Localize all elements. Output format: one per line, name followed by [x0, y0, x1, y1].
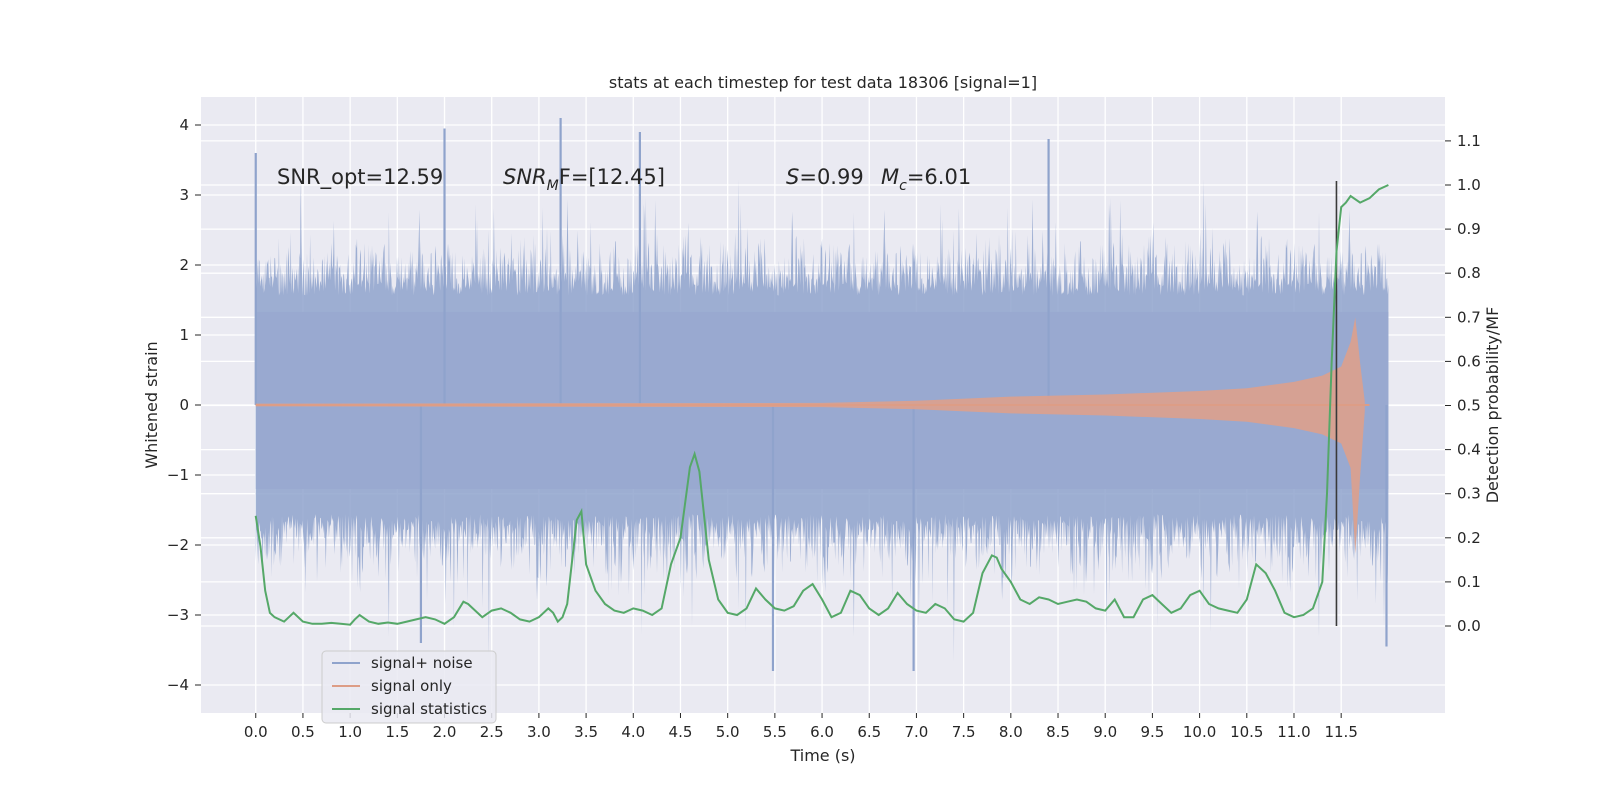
legend: signal+ noise signal only signal statist…: [321, 650, 497, 724]
y-tick-label: 3: [179, 186, 189, 204]
y-tick-label: −3: [167, 606, 189, 624]
y-tick-label: −2: [167, 536, 189, 554]
y-tick-label: −4: [167, 676, 189, 694]
x-tick-label: 1.0: [338, 723, 362, 741]
x-tick-label: 4.5: [669, 723, 693, 741]
annotation-snr-mf-value: F=[12.45]: [559, 165, 665, 189]
annotation-snr-mf: SNRMF=[12.45]: [503, 165, 665, 194]
y-axis-ticks: −4 −3 −2 −1 0 1 2 3 4: [167, 116, 201, 694]
x-tick-label: 0.0: [244, 723, 268, 741]
annotation-snr-mf-subscript: M: [547, 178, 559, 194]
y2-tick-label: 0.5: [1457, 397, 1481, 415]
y2-tick-label: 0.4: [1457, 441, 1481, 459]
annotation-mc-symbol: M: [881, 165, 899, 189]
x-tick-label: 9.0: [1093, 723, 1117, 741]
y2-axis-label: Detection probability/MF: [1483, 307, 1502, 504]
annotation-s: S=0.99: [786, 165, 864, 189]
x-tick-label: 3.0: [527, 723, 551, 741]
y-tick-label: 1: [179, 326, 189, 344]
annotation-mc: Mc=6.01: [881, 165, 971, 194]
y2-tick-label: 0.1: [1457, 573, 1481, 591]
series-signal-only: [255, 317, 1370, 554]
legend-label-signal-noise: signal+ noise: [371, 654, 473, 672]
annotation-s-symbol: S: [786, 165, 799, 189]
legend-label-signal-statistics: signal statistics: [371, 700, 487, 718]
x-tick-label: 7.0: [905, 723, 929, 741]
x-tick-label: 5.5: [763, 723, 787, 741]
y2-tick-label: 0.9: [1457, 220, 1481, 238]
annotation-s-value: =0.99: [799, 165, 863, 189]
x-tick-label: 11.0: [1277, 723, 1310, 741]
x-tick-label: 10.5: [1230, 723, 1263, 741]
x-tick-label: 3.5: [574, 723, 598, 741]
y2-tick-label: 0.0: [1457, 617, 1481, 635]
y2-tick-label: 0.2: [1457, 529, 1481, 547]
x-tick-label: 2.5: [480, 723, 504, 741]
y2-tick-label: 0.3: [1457, 485, 1481, 503]
y2-tick-label: 1.1: [1457, 132, 1481, 150]
legend-box: [321, 650, 497, 724]
annotation-mc-subscript: c: [899, 178, 907, 194]
y-axis-label: Whitened strain: [142, 341, 161, 468]
x-tick-label: 8.0: [999, 723, 1023, 741]
y-tick-label: 2: [179, 256, 189, 274]
y2-tick-label: 0.8: [1457, 264, 1481, 282]
x-tick-label: 10.0: [1183, 723, 1216, 741]
x-axis-label: Time (s): [789, 746, 855, 765]
chart-title: stats at each timestep for test data 183…: [609, 73, 1037, 92]
annotation-snr-opt: SNR_opt=12.59: [277, 165, 443, 190]
series-signal-statistics: [254, 184, 1389, 626]
x-tick-label: 0.5: [291, 723, 315, 741]
x-tick-label: 1.5: [385, 723, 409, 741]
x-tick-label: 7.5: [952, 723, 976, 741]
x-axis-ticks: 0.0 0.5 1.0 1.5 2.0 2.5 3.0 3.5 4.0 4.5 5.0 5.5 6.0 6…: [244, 713, 1358, 741]
y2-tick-label: 0.7: [1457, 308, 1481, 326]
x-tick-label: 8.5: [1046, 723, 1070, 741]
legend-label-signal-only: signal only: [371, 677, 452, 695]
y-tick-label: −1: [167, 466, 189, 484]
annotation-mc-value: =6.01: [907, 165, 971, 189]
x-tick-label: 5.0: [716, 723, 740, 741]
x-tick-label: 6.5: [857, 723, 881, 741]
y2-axis-ticks: 0.0 0.1 0.2 0.3 0.4 0.5 0.6 0.7 0.8 0.9 1.0 1.1: [1445, 132, 1481, 635]
y2-tick-label: 1.0: [1457, 176, 1481, 194]
x-tick-label: 6.0: [810, 723, 834, 741]
x-tick-label: 9.5: [1140, 723, 1164, 741]
y-tick-label: 0: [179, 396, 189, 414]
x-tick-label: 2.0: [433, 723, 457, 741]
x-tick-label: 11.5: [1324, 723, 1357, 741]
annotation-snr-mf-symbol: SNR: [503, 165, 547, 189]
y-tick-label: 4: [179, 116, 189, 134]
x-tick-label: 4.0: [621, 723, 645, 741]
y2-tick-label: 0.6: [1457, 352, 1481, 370]
